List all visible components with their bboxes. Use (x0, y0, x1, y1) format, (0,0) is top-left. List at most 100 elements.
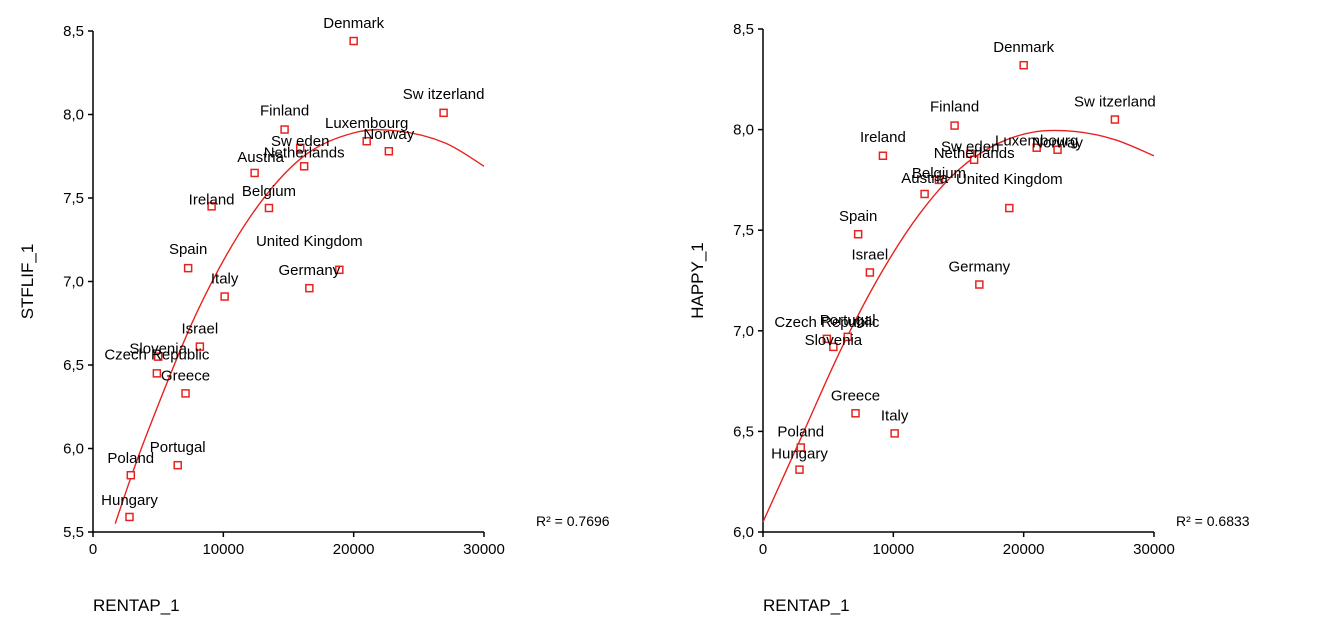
data-point (920, 189, 929, 199)
data-point (829, 342, 838, 352)
x-tick-label: 0 (89, 541, 97, 558)
r-squared-label: R² = 0.7696 (536, 513, 610, 529)
x-tick-label: 30000 (1133, 541, 1175, 558)
data-point (865, 268, 875, 277)
data-point (822, 334, 832, 344)
point-label: Finland (930, 99, 979, 116)
point-label: Finland (260, 103, 309, 120)
data-point (975, 280, 984, 289)
point-label: Austria (237, 149, 284, 166)
data-point (173, 460, 182, 470)
point-label: Israel (182, 321, 219, 338)
data-point (183, 263, 193, 273)
point-label: Portugal (150, 439, 206, 456)
data-point (125, 512, 134, 522)
point-label: Sw eden (941, 139, 999, 156)
data-point (1019, 60, 1028, 70)
data-point (335, 265, 344, 275)
y-tick-label: 6,0 (733, 524, 754, 541)
x-tick-label: 0 (759, 541, 767, 558)
y-tick-label: 7,0 (63, 274, 84, 291)
point-label: Italy (881, 407, 909, 424)
x-tick-label: 10000 (202, 541, 244, 558)
y-tick-label: 8,0 (733, 122, 754, 139)
y-tick-label: 8,0 (63, 107, 84, 124)
x-tick-label: 30000 (463, 541, 505, 558)
y-tick-label: 7,5 (733, 222, 754, 239)
data-point (795, 465, 804, 474)
point-label: Netherlands (934, 145, 1015, 162)
y-tick-label: 5,5 (63, 524, 84, 541)
point-label: Belgium (912, 165, 966, 182)
x-axis-title: RENTAP_1 (763, 596, 850, 615)
y-tick-label: 7,0 (733, 323, 754, 340)
point-label: Denmark (993, 39, 1054, 56)
y-tick-label: 7,5 (63, 190, 84, 207)
data-point (126, 470, 136, 480)
y-axis-title: STFLIF_1 (18, 244, 37, 320)
data-point (969, 155, 979, 165)
point-label: Germany (279, 262, 341, 279)
y-axis-title: HAPPY_1 (688, 242, 707, 319)
data-point (181, 389, 190, 398)
data-point (851, 409, 860, 418)
data-point (362, 136, 371, 146)
y-tick-label: 6,5 (63, 357, 84, 374)
data-point (153, 352, 163, 361)
y-tick-label: 8,5 (733, 21, 754, 38)
point-label: Ireland (860, 129, 906, 146)
point-label: Sw itzerland (403, 86, 485, 103)
data-point (1053, 145, 1062, 154)
point-label: United Kingdom (256, 233, 363, 250)
data-point (299, 162, 309, 171)
point-label: United Kingdom (956, 171, 1063, 188)
x-tick-label: 10000 (872, 541, 914, 558)
point-label: Sw eden (271, 133, 329, 150)
point-label: Czech Republic (774, 314, 880, 331)
point-label: Belgium (242, 183, 296, 200)
point-label: Luxembourg (325, 115, 408, 132)
point-label: Slovenia (129, 341, 187, 358)
y-tick-label: 8,5 (63, 23, 84, 40)
fit-curve (762, 129, 1155, 523)
data-point (878, 151, 888, 161)
data-point (950, 121, 959, 130)
point-label: Denmark (323, 15, 384, 32)
point-label: Slovenia (805, 332, 863, 349)
point-label: Spain (169, 241, 207, 258)
data-point (796, 443, 806, 452)
data-point (295, 143, 305, 153)
point-label: Italy (211, 271, 239, 288)
point-label: Sw itzerland (1074, 94, 1156, 111)
y-tick-label: 6,5 (733, 423, 754, 440)
x-tick-label: 20000 (1003, 541, 1045, 558)
point-label: Spain (839, 208, 877, 225)
point-label: Luxembourg (995, 133, 1078, 150)
point-label: Germany (949, 259, 1011, 276)
data-point (1005, 203, 1014, 213)
fit-curve (114, 129, 485, 524)
y-tick-label: 6,0 (63, 441, 84, 458)
point-label: Czech Republic (104, 346, 210, 363)
data-point (195, 342, 205, 351)
point-label: Ireland (189, 191, 235, 208)
data-point (207, 202, 216, 211)
point-label: Norway (1032, 135, 1083, 152)
point-label: Austria (901, 170, 948, 187)
data-point (1110, 115, 1120, 124)
point-label: Hungary (101, 492, 158, 509)
point-label: Poland (107, 450, 154, 467)
point-label: Hungary (771, 446, 828, 463)
data-point (220, 292, 229, 301)
data-point (280, 125, 289, 134)
data-point (250, 168, 259, 178)
point-label: Poland (777, 423, 824, 440)
point-label: Israel (852, 246, 889, 263)
point-label: Portugal (820, 312, 876, 329)
point-label: Netherlands (264, 144, 345, 161)
point-label: Greece (831, 387, 880, 404)
data-point (1032, 143, 1041, 152)
scatter-chart-stflif: 5,5 6,0 6,5 7,0 7,5 8,0 8,5 0 10000 20000 30000 STF… (18, 15, 610, 615)
data-point (152, 369, 162, 378)
